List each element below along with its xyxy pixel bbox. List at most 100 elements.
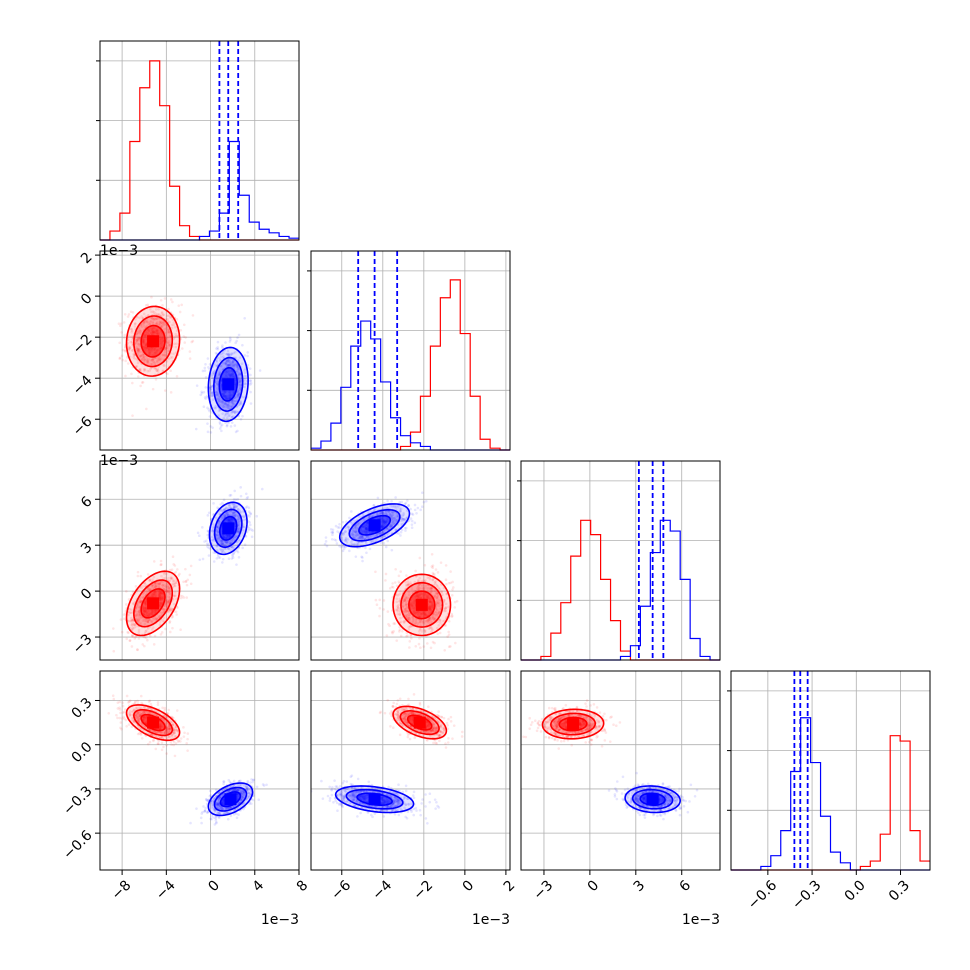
scatter-panel-1-3-blue-sample xyxy=(247,528,251,532)
scatter-panel-1-3-red-sample xyxy=(136,603,140,607)
scatter-panel-1-2-blue-sample xyxy=(226,403,230,406)
scatter-panel-1-3-red-sample xyxy=(143,644,146,648)
scatter-panel-1-3-blue-sample xyxy=(230,539,234,542)
scatter-panel-1-4-red-sample xyxy=(173,754,177,758)
scatter-panel-1-2-frame xyxy=(99,250,300,451)
scatter-panel-1-2-blue-sample xyxy=(201,369,205,373)
scatter-panel-2-3-red-sample xyxy=(440,591,443,594)
scatter-panel-1-2-blue-sample xyxy=(243,354,247,357)
scatter-panel-1-3-red-sample xyxy=(173,564,177,567)
scatter-panel-2-3-red-sample xyxy=(428,626,432,630)
scatter-panel-1-2-blue-sample xyxy=(209,385,212,389)
scatter-panel-1-3-blue-sample xyxy=(224,506,228,510)
scatter-panel-1-3-red-sample xyxy=(134,625,137,628)
scatter-panel-1-4-blue-sample xyxy=(262,784,266,787)
scatter-panel-1-4-blue-sample xyxy=(240,796,244,800)
scatter-panel-1-2-blue-sample xyxy=(204,363,207,366)
scatter-panel-1-3-blue-sample xyxy=(233,537,237,540)
scatter-panel-1-2-blue-sample xyxy=(226,360,229,363)
scatter-panel-1-4-red-sample xyxy=(174,735,178,738)
scatter-panel-2-3-red-sample xyxy=(414,619,418,623)
scatter-panel-1-2-blue-sample xyxy=(237,393,241,396)
scatter-panel-1-2-red-sample xyxy=(160,312,164,315)
scatter-panel-1-2-red-sample xyxy=(130,329,134,333)
scatter-panel-1-4-blue-sample xyxy=(233,789,237,792)
scatter-panel-1-3-blue-sample xyxy=(245,505,249,508)
scatter-panel-1-2-blue-sample xyxy=(235,363,239,366)
scatter-panel-1-4-red-sample xyxy=(138,714,142,717)
scatter-panel-1-4-red-sample xyxy=(149,733,153,737)
scatter-panel-2-3-red-sample xyxy=(420,584,424,587)
scatter-panel-1-2-red-sample xyxy=(146,360,150,364)
scatter-panel-2-3-red-sample xyxy=(421,579,425,582)
scatter-panel-1-2-red-sample xyxy=(145,360,149,363)
scatter-panel-1-2-red-sample xyxy=(151,310,155,313)
scatter-panel-1-3-red-sample xyxy=(176,568,179,571)
scatter-panel-1-2-blue-sample xyxy=(230,415,234,419)
scatter-panel-1-4-blue-sample xyxy=(243,801,246,805)
scatter-panel-1-2-blue-sample xyxy=(209,425,212,428)
scatter-panel-1-3-red-sample xyxy=(130,608,133,612)
scatter-panel-1-3-red-sample xyxy=(175,613,178,616)
scatter-panel-2-3-red-sample xyxy=(433,572,436,576)
scatter-panel-1-3-red-sample xyxy=(137,610,140,614)
scatter-panel-2-3-red-sample xyxy=(393,581,397,584)
scatter-panel-1-4-blue-sample xyxy=(211,800,215,803)
scatter-panel-1-4-red-sample xyxy=(167,735,171,738)
scatter-panel-2-3-red-sample xyxy=(437,624,441,627)
scatter-panel-1-3-red-sample xyxy=(168,621,171,624)
scatter-panel-1-4-red-sample xyxy=(160,735,164,739)
scatter-panel-1-3-blue-sample xyxy=(237,517,241,520)
scatter-panel-1-2-red-sample xyxy=(123,349,127,353)
scatter-panel-1-2-red-sample xyxy=(174,332,177,336)
scatter-panel-1-3-red-sample xyxy=(182,596,186,599)
scatter-panel-1-2-blue-sample xyxy=(226,353,230,357)
scatter-panel-1-4-red-sample xyxy=(140,706,143,710)
scatter-panel-1-3-blue-sample xyxy=(220,550,224,554)
scatter-panel-1-4-blue-sample xyxy=(245,786,249,789)
scatter-panel-1-2-red-sample xyxy=(142,355,146,359)
scatter-panel-1-4-red-sample xyxy=(152,738,155,742)
scatter-panel-1-3-red-sample xyxy=(134,635,137,639)
scatter-panel-1-3-red-sample xyxy=(158,582,161,586)
scatter-panel-1-3-red-sample xyxy=(151,586,155,590)
scatter-panel-1-4-red-sample xyxy=(170,743,173,746)
scatter-panel-1-2-red-sample xyxy=(134,322,137,325)
scatter-panel-2-3-red-sample xyxy=(404,580,407,584)
scatter-panel-1-2-red-sample xyxy=(158,313,161,316)
scatter-panel-1-2-red-sample xyxy=(130,335,133,338)
scatter-panel-2-3-red-sample xyxy=(423,628,427,632)
scatter-panel-1-3-red-sample xyxy=(152,618,156,621)
scatter-panel-1-3-red-sample xyxy=(170,608,174,612)
scatter-panel-1-3-red-sample xyxy=(131,602,135,605)
scatter-panel-2-3-red-sample xyxy=(436,597,439,600)
scatter-panel-1-4-red-sample xyxy=(136,718,140,722)
scatter-panel-2-3-red-sample xyxy=(398,612,402,616)
scatter-panel-1-2-red-sample xyxy=(164,347,168,350)
scatter-panel-1-3-blue-sample xyxy=(197,534,201,537)
scatter-panel-1-3-blue-sample xyxy=(249,528,253,531)
scatter-panel-2-3-red-sample xyxy=(397,580,401,583)
scatter-panel-2-3-red-sample xyxy=(438,619,442,622)
scatter-panel-1-3-red-sample xyxy=(156,582,160,586)
scatter-panel-1-2-red-sample xyxy=(123,336,126,340)
scatter-panel-1-2-red-sample xyxy=(123,333,126,337)
scatter-panel-1-2-red-sample xyxy=(166,331,170,334)
scatter-panel-1-4-blue-sample xyxy=(239,789,243,793)
scatter-panel-1-4-blue-sample xyxy=(241,796,244,800)
scatter-panel-1-2-blue-sample xyxy=(231,410,235,413)
scatter-panel-1-3-blue-sample xyxy=(206,514,210,517)
scatter-panel-1-4-blue-sample xyxy=(231,789,235,792)
scatter-panel-1-4-blue-sample xyxy=(236,789,240,792)
scatter-panel-1-4-red-sample xyxy=(172,731,176,735)
scatter-panel-2-3-red-sample xyxy=(398,608,402,612)
scatter-panel-1-3-blue-sample xyxy=(236,527,240,531)
scatter-panel-1-4-blue-sample xyxy=(189,821,192,825)
scatter-panel-1-4-blue-sample xyxy=(247,791,251,795)
scatter-panel-1-4-blue-sample xyxy=(239,790,243,794)
scatter-panel-1-4-blue-sample xyxy=(246,796,250,799)
scatter-panel-1-2-red-sample xyxy=(135,346,139,349)
scatter-panel-1-3-blue-sample xyxy=(232,504,236,507)
scatter-panel-1-2-blue-sample xyxy=(239,401,242,404)
scatter-panel-1-4-red-sample xyxy=(166,735,170,739)
